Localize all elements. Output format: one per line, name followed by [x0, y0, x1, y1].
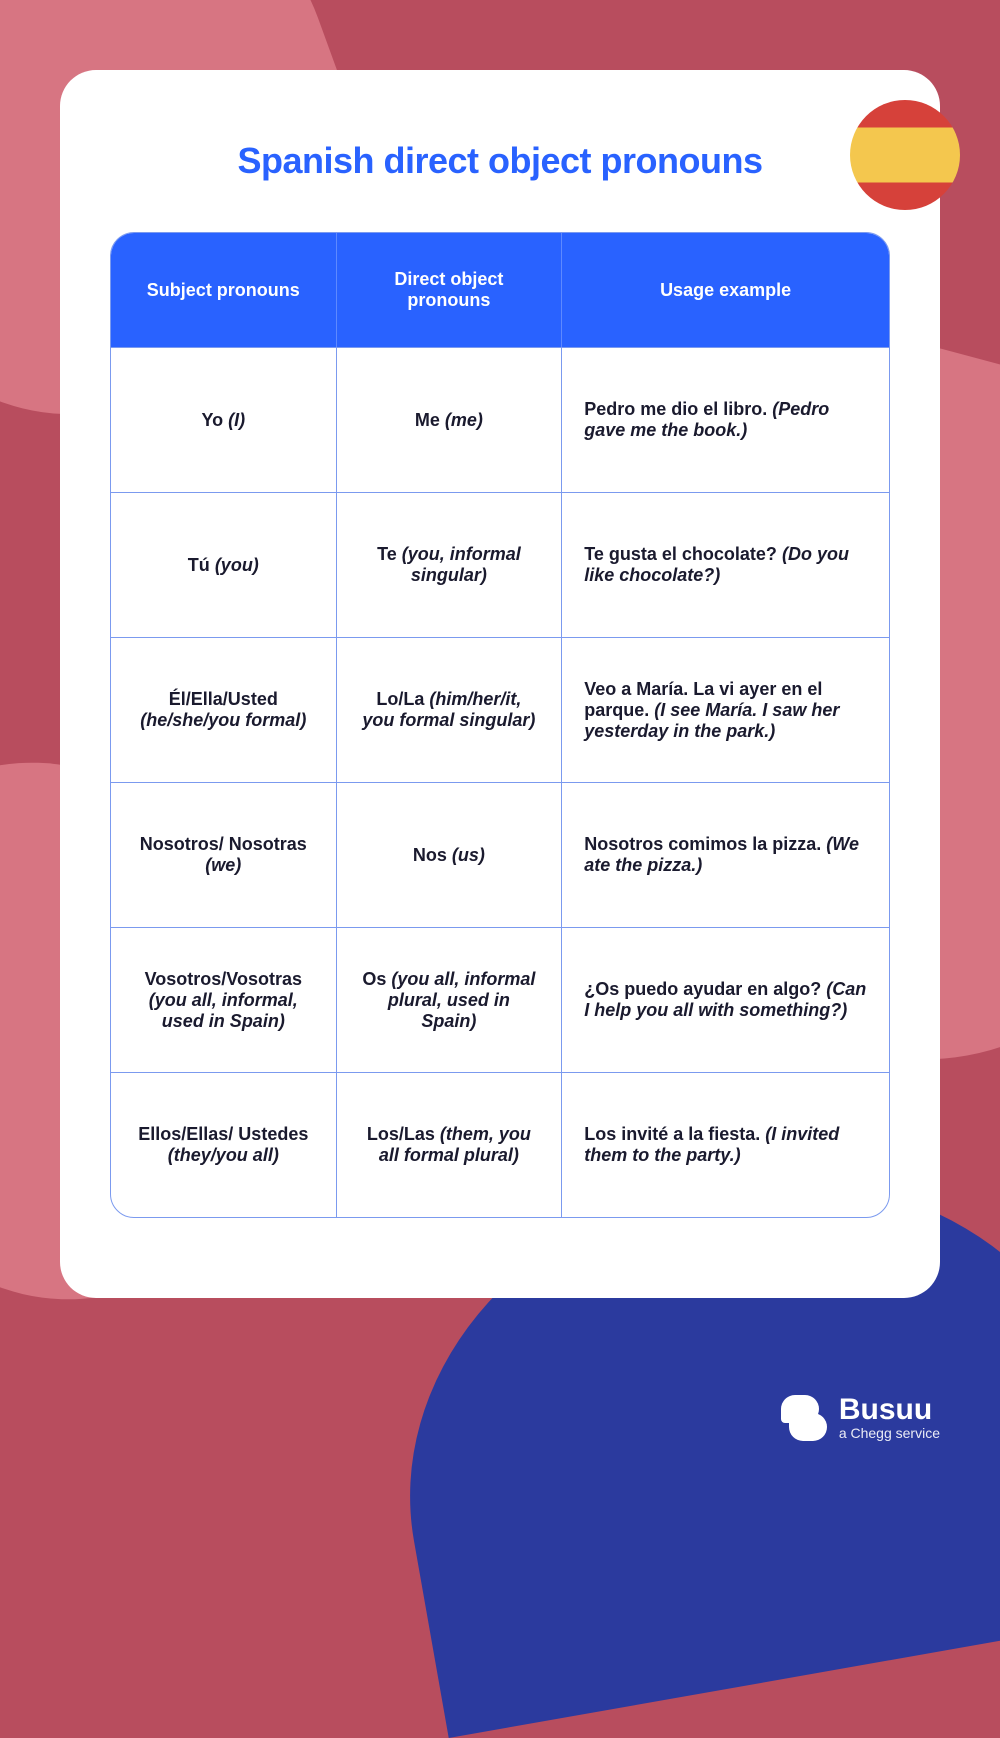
object-main: Te [377, 544, 397, 564]
cell-subject: Ellos/Ellas/ Ustedes (they/you all) [111, 1072, 337, 1217]
object-main: Me [415, 410, 440, 430]
table-row: Él/Ella/Usted (he/she/you formal)Lo/La (… [111, 637, 889, 782]
subject-main: Vosotros/Vosotras [145, 969, 302, 989]
example-es: ¿Os puedo ayudar en algo? [584, 979, 821, 999]
cell-object: Nos (us) [337, 782, 563, 927]
busuu-logo-icon [781, 1395, 827, 1441]
cell-example: Veo a María. La vi ayer en el parque. (I… [562, 637, 889, 782]
cell-example: ¿Os puedo ayudar en algo? (Can I help yo… [562, 927, 889, 1072]
subject-main: Tú [188, 555, 210, 575]
cell-subject: Nosotros/ Nosotras (we) [111, 782, 337, 927]
subject-translation: (we) [205, 855, 241, 875]
example-es: Pedro me dio el libro. [584, 399, 767, 419]
brand-footer: Busuu a Chegg service [781, 1395, 940, 1441]
subject-translation: (he/she/you formal) [140, 710, 306, 730]
subject-main: Ellos/Ellas/ Ustedes [138, 1124, 308, 1144]
cell-subject: Él/Ella/Usted (he/she/you formal) [111, 637, 337, 782]
table-row: Yo (I)Me (me)Pedro me dio el libro. (Ped… [111, 347, 889, 492]
brand-name: Busuu [839, 1395, 940, 1425]
cell-example: Pedro me dio el libro. (Pedro gave me th… [562, 347, 889, 492]
col-object: Direct object pronouns [337, 233, 563, 347]
col-subject: Subject pronouns [111, 233, 337, 347]
object-translation: (you all, informal plural, used in Spain… [388, 969, 536, 1031]
subject-main: Nosotros/ Nosotras [140, 834, 307, 854]
subject-main: Él/Ella/Usted [169, 689, 278, 709]
table-row: Vosotros/Vosotras (you all, informal, us… [111, 927, 889, 1072]
cell-subject: Vosotros/Vosotras (you all, informal, us… [111, 927, 337, 1072]
spain-flag-icon [850, 100, 960, 210]
table-row: Ellos/Ellas/ Ustedes (they/you all)Los/L… [111, 1072, 889, 1217]
content-card: Spanish direct object pronouns Subject p… [60, 70, 940, 1298]
subject-translation: (I) [228, 410, 245, 430]
cell-object: Te (you, informal singular) [337, 492, 563, 637]
table-row: Tú (you)Te (you, informal singular)Te gu… [111, 492, 889, 637]
subject-main: Yo [201, 410, 223, 430]
cell-example: Los invité a la fiesta. (I invited them … [562, 1072, 889, 1217]
object-main: Nos [413, 845, 447, 865]
object-main: Lo/La [376, 689, 424, 709]
example-es: Nosotros comimos la pizza. [584, 834, 821, 854]
col-usage: Usage example [562, 233, 889, 347]
object-main: Os [362, 969, 386, 989]
object-translation: (you, informal singular) [402, 544, 521, 585]
cell-object: Lo/La (him/her/it, you formal singular) [337, 637, 563, 782]
table-row: Nosotros/ Nosotras (we)Nos (us)Nosotros … [111, 782, 889, 927]
table-header-row: Subject pronouns Direct object pronouns … [111, 233, 889, 347]
pronouns-table: Subject pronouns Direct object pronouns … [110, 232, 890, 1218]
object-main: Los/Las [367, 1124, 435, 1144]
page-title: Spanish direct object pronouns [110, 140, 890, 182]
cell-object: Me (me) [337, 347, 563, 492]
brand-text: Busuu a Chegg service [839, 1395, 940, 1441]
brand-tagline: a Chegg service [839, 1425, 940, 1441]
cell-object: Los/Las (them, you all formal plural) [337, 1072, 563, 1217]
subject-translation: (you) [215, 555, 259, 575]
cell-example: Te gusta el chocolate? (Do you like choc… [562, 492, 889, 637]
example-es: Los invité a la fiesta. [584, 1124, 760, 1144]
subject-translation: (you all, informal, used in Spain) [149, 990, 298, 1031]
example-es: Te gusta el chocolate? [584, 544, 777, 564]
cell-subject: Tú (you) [111, 492, 337, 637]
cell-subject: Yo (I) [111, 347, 337, 492]
object-translation: (us) [452, 845, 485, 865]
object-translation: (me) [445, 410, 483, 430]
cell-example: Nosotros comimos la pizza. (We ate the p… [562, 782, 889, 927]
cell-object: Os (you all, informal plural, used in Sp… [337, 927, 563, 1072]
subject-translation: (they/you all) [168, 1145, 279, 1165]
